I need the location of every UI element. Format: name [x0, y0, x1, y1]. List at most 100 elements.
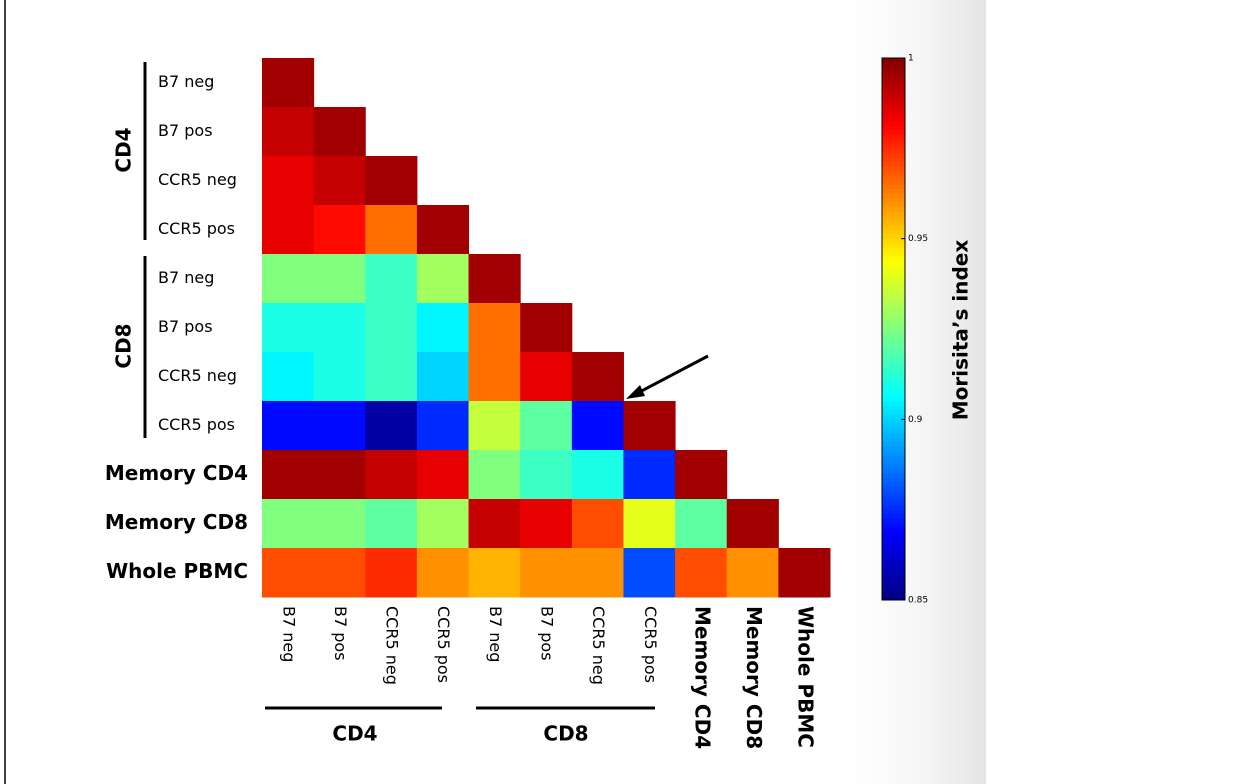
colorbar-segment [882, 459, 905, 465]
colorbar-segment [882, 116, 905, 122]
colorbar-segment [882, 220, 905, 226]
colorbar-segment [882, 405, 905, 411]
heatmap-cell [313, 205, 366, 255]
colorbar-segment [882, 419, 905, 425]
colorbar-segment [882, 523, 905, 529]
colorbar-segment [882, 148, 905, 154]
heatmap-cell [416, 548, 470, 598]
colorbar-segment [882, 85, 905, 91]
colorbar-tick-label: 0.85 [908, 596, 928, 606]
colorbar-segment [882, 365, 905, 371]
colorbar-segment [882, 527, 905, 533]
heatmap-cell [623, 548, 676, 598]
colorbar-segment [882, 491, 905, 497]
colorbar-segment [882, 319, 905, 325]
colorbar-segment [882, 193, 905, 199]
heatmap-cell [778, 548, 831, 598]
heatmap-cell [365, 548, 418, 598]
colorbar-segment [882, 103, 905, 109]
colorbar-segment [882, 586, 905, 592]
colorbar-segment [882, 256, 905, 262]
col-label: CCR5 neg [589, 606, 608, 685]
colorbar-segment [882, 423, 905, 429]
heatmap-cell [675, 499, 728, 549]
row-label: B7 pos [158, 121, 213, 140]
col-label: Whole PBMC [794, 606, 818, 748]
colorbar-segment [882, 473, 905, 479]
colorbar-segment [882, 211, 905, 217]
colorbar-segment [882, 247, 905, 253]
colorbar-segment [882, 297, 905, 303]
colorbar-segment [882, 143, 905, 149]
colorbar-segment [882, 324, 905, 330]
colorbar-segment [882, 559, 905, 565]
colorbar-segment [882, 441, 905, 447]
colorbar-segment [882, 107, 905, 113]
heatmap-cell [365, 156, 418, 206]
heatmap-cell [262, 156, 315, 206]
col-label: B7 neg [279, 606, 298, 662]
colorbar-segment [882, 134, 905, 140]
colorbar-tick-label: 1 [908, 54, 914, 64]
row-label: Whole PBMC [106, 559, 248, 583]
heatmap-cell [468, 303, 521, 353]
colorbar-segment [882, 216, 905, 222]
heatmap-cell [416, 205, 470, 255]
colorbar-tick-label: 0.95 [908, 234, 928, 244]
heatmap-cell [313, 303, 366, 353]
colorbar-label: Morisita’s index [949, 240, 973, 421]
heatmap-cell [468, 401, 521, 451]
colorbar-segment [882, 338, 905, 344]
heatmap-cell [313, 352, 366, 402]
colorbar-segment [882, 252, 905, 258]
row-label: CCR5 pos [158, 219, 235, 238]
colorbar-segment [882, 590, 905, 596]
colorbar-segment [882, 315, 905, 321]
colorbar-segment [882, 121, 905, 127]
heatmap-cell [262, 450, 315, 500]
colorbar-segment [882, 554, 905, 560]
colorbar-segment [882, 487, 905, 493]
heatmap-cell [262, 58, 315, 108]
colorbar-segment [882, 175, 905, 181]
colorbar-segment [882, 225, 905, 231]
heatmap-cell [313, 156, 366, 206]
colorbar-segment [882, 207, 905, 213]
colorbar-segment [882, 198, 905, 204]
colorbar-segment [882, 161, 905, 167]
colorbar-segment [882, 274, 905, 280]
colorbar-segment [882, 392, 905, 398]
heatmap-cell [416, 401, 470, 451]
colorbar-segment [882, 455, 905, 461]
heatmap-cell [313, 499, 366, 549]
heatmap-cell [571, 352, 624, 402]
colorbar-segment [882, 71, 905, 77]
colorbar-segment [882, 152, 905, 158]
heatmap-cell [468, 254, 521, 304]
colorbar-segment [882, 378, 905, 384]
colorbar-segment [882, 595, 905, 601]
colorbar-segment [882, 347, 905, 353]
colorbar-segment [882, 238, 905, 244]
col-group-label: CD4 [332, 722, 377, 746]
heatmap-cell [726, 548, 779, 598]
colorbar-segment [882, 166, 905, 172]
colorbar-segment [882, 184, 905, 190]
colorbar-segment [882, 356, 905, 362]
heatmap-cell [313, 107, 366, 157]
colorbar-segment [882, 428, 905, 434]
colorbar-segment [882, 229, 905, 235]
colorbar-segment [882, 505, 905, 511]
colorbar-segment [882, 351, 905, 357]
colorbar-segment [882, 496, 905, 502]
colorbar-segment [882, 360, 905, 366]
colorbar-segment [882, 279, 905, 285]
col-group-label: CD8 [543, 722, 588, 746]
colorbar-segment [882, 329, 905, 335]
colorbar-segment [882, 157, 905, 163]
colorbar-segment [882, 310, 905, 316]
heatmap-cell [468, 450, 521, 500]
heatmap-cell [313, 401, 366, 451]
colorbar-segment [882, 58, 905, 64]
heatmap-cell [365, 303, 418, 353]
